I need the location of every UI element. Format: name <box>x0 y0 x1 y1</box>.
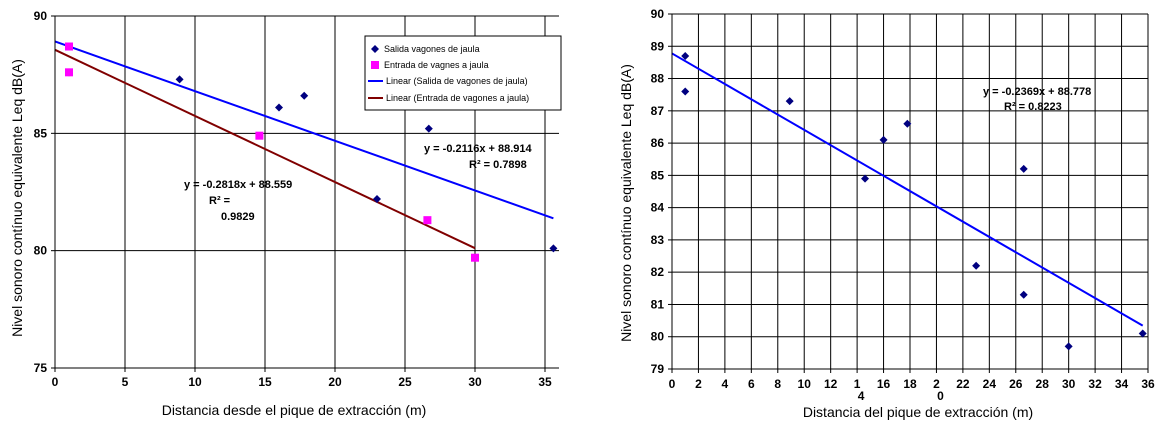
left-eq-red-line3: 0.9829 <box>221 211 255 223</box>
left-y-tick-label: 85 <box>34 126 48 140</box>
right-point-diamond <box>681 51 690 60</box>
right-trendlines <box>671 52 1144 327</box>
left-legend: Salida vagones de jaula Entrada de vagne… <box>364 35 562 111</box>
left-point-square <box>423 216 432 225</box>
left-x-tick-label: 30 <box>468 375 482 389</box>
right-x-tick-label: 26 <box>1009 377 1023 391</box>
right-y-tick-label: 86 <box>651 136 665 150</box>
right-x-tick-overlap-label: 4 <box>858 389 865 403</box>
left-x-tick-label: 20 <box>328 375 342 389</box>
left-point-diamond <box>300 91 309 100</box>
right-x-tick-label: 10 <box>798 377 812 391</box>
left-ticks: 0 5 10 15 20 25 30 35 75 80 85 90 <box>34 9 552 389</box>
left-eq-blue-line1: y = -0.2116x + 88.914 <box>424 143 533 155</box>
right-point-diamond <box>785 97 794 106</box>
right-y-tick-label: 88 <box>651 72 665 86</box>
right-x-tick-label: 30 <box>1062 377 1076 391</box>
right-y-tick-label: 84 <box>651 201 665 215</box>
right-points <box>681 51 1147 351</box>
right-y-tick-label: 80 <box>651 330 665 344</box>
legend-label-salida: Salida vagones de jaula <box>384 44 480 54</box>
right-x-axis-title: Distancia del pique de extracción (m) <box>803 404 1033 420</box>
right-y-tick-label: 87 <box>651 104 665 118</box>
left-trendline-0 <box>54 40 554 220</box>
right-x-tick-label: 24 <box>983 377 997 391</box>
legend-label-entrada: Entrada de vagnes a jaula <box>384 60 489 70</box>
left-x-tick-label: 25 <box>398 375 412 389</box>
right-grid <box>672 13 1149 369</box>
right-point-diamond <box>861 174 870 183</box>
right-x-tick-label: 4 <box>722 377 729 391</box>
right-x-tick-label: 2 <box>933 377 940 391</box>
chart-right: 0 2 4 6 8 10 12 1 16 18 2 22 24 26 28 30 32 34 364 07980818… <box>618 7 1155 420</box>
right-x-tick-label: 22 <box>956 377 970 391</box>
left-trendlines <box>54 40 554 250</box>
left-point-square <box>255 131 264 140</box>
left-point-square <box>65 42 73 51</box>
right-x-tick-label: 1 <box>854 377 861 391</box>
left-y-tick-label: 75 <box>34 361 48 375</box>
left-eq-red-line2: R² = <box>209 195 230 207</box>
left-x-tick-label: 0 <box>52 375 59 389</box>
right-x-tick-label: 8 <box>774 377 781 391</box>
left-point-square <box>65 68 73 77</box>
left-point-diamond <box>373 195 381 204</box>
right-point-diamond <box>1064 342 1073 351</box>
right-eq-line2: R² = 0.8223 <box>1004 101 1062 113</box>
legend-marker-entrada <box>371 61 379 69</box>
right-point-diamond <box>972 261 981 270</box>
left-eq-blue-line2: R² = 0.7898 <box>469 159 527 171</box>
chart-left: 0 5 10 15 20 25 30 35 75 80 85 90 Distancia desde e… <box>9 9 562 418</box>
right-eq-line1: y = -0.2369x + 88.778 <box>983 86 1091 98</box>
right-trendline-0 <box>671 52 1144 327</box>
left-x-axis-title: Distancia desde el pique de extracción (… <box>162 402 427 418</box>
left-points <box>65 42 558 262</box>
right-y-tick-label: 89 <box>651 39 665 53</box>
right-point-diamond <box>1019 290 1028 299</box>
right-y-tick-label: 79 <box>651 362 665 376</box>
left-x-tick-label: 10 <box>188 375 202 389</box>
right-point-diamond <box>1138 329 1147 338</box>
right-point-diamond <box>1019 164 1028 173</box>
right-y-tick-label: 90 <box>651 7 665 21</box>
legend-marker-salida <box>371 45 379 53</box>
right-x-tick-overlap-label: 0 <box>937 389 944 403</box>
left-eq-red-line1: y = -0.2818x + 88.559 <box>184 179 292 191</box>
right-point-diamond <box>879 135 888 144</box>
left-y-tick-label: 90 <box>34 9 48 23</box>
right-x-tick-label: 28 <box>1036 377 1050 391</box>
left-trendline-1 <box>54 48 476 250</box>
left-point-diamond <box>275 103 283 112</box>
left-y-tick-label: 80 <box>34 244 48 258</box>
right-y-tick-label: 82 <box>651 265 665 279</box>
right-point-diamond <box>903 119 912 128</box>
legend-label-linear-entrada: Linear (Entrada de vagones a jaula) <box>386 93 529 103</box>
right-ticks: 0 2 4 6 8 10 12 1 16 18 2 22 24 26 28 30 32 34 364 07980818… <box>651 7 1155 403</box>
left-point-diamond <box>424 124 433 133</box>
left-y-axis-title: Nivel sonoro contínuo equivalente Leq dB… <box>9 59 25 337</box>
right-point-diamond <box>681 87 690 96</box>
right-x-tick-label: 32 <box>1088 377 1102 391</box>
left-point-diamond <box>549 244 558 253</box>
left-x-tick-label: 35 <box>538 375 552 389</box>
left-point-square <box>471 253 479 262</box>
right-y-axis-title: Nivel sonoro contínuo equivalente Leq dB… <box>618 64 634 342</box>
right-x-tick-label: 18 <box>903 377 917 391</box>
left-legend-box <box>364 35 562 111</box>
left-point-diamond <box>175 75 184 84</box>
right-y-tick-label: 81 <box>651 297 665 311</box>
right-x-tick-label: 36 <box>1141 377 1155 391</box>
right-x-tick-label: 34 <box>1115 377 1129 391</box>
left-x-tick-label: 15 <box>258 375 272 389</box>
right-x-tick-label: 6 <box>748 377 755 391</box>
right-x-tick-label: 2 <box>695 377 702 391</box>
legend-label-linear-salida: Linear (Salida de vagones de jaula) <box>386 76 528 86</box>
right-x-tick-label: 16 <box>877 377 891 391</box>
right-y-tick-label: 83 <box>651 233 665 247</box>
right-x-tick-label: 12 <box>824 377 838 391</box>
left-x-tick-label: 5 <box>122 375 129 389</box>
right-x-tick-label: 0 <box>669 377 676 391</box>
right-y-tick-label: 85 <box>651 168 665 182</box>
